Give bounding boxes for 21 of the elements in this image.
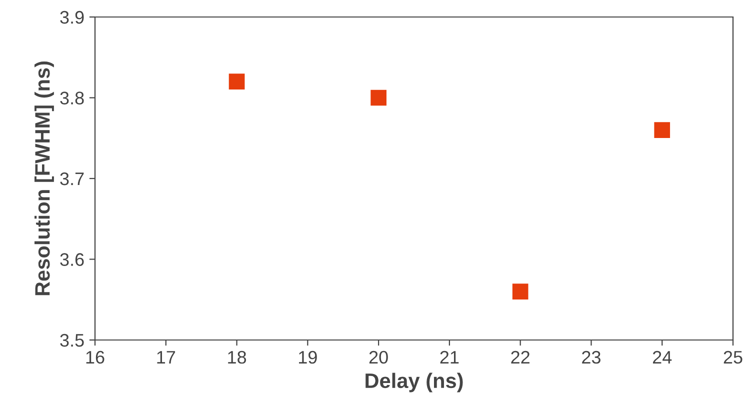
y-tick-label: 3.6 [60, 253, 84, 266]
point [370, 90, 386, 106]
x-tick-label: 20 [369, 350, 388, 364]
x-tick-label: 16 [86, 350, 104, 364]
y-tick-label: 3.9 [60, 10, 84, 24]
x-tick-label: 18 [228, 350, 246, 364]
x-tick-label: 21 [440, 350, 459, 364]
y-tick-label: 3.5 [60, 334, 84, 347]
point [654, 122, 670, 138]
x-axis-title: Delay (ns) [366, 372, 463, 392]
y-tick-label: 3.7 [60, 172, 84, 186]
x-tick-label: 25 [724, 350, 742, 364]
x-tick-label: 24 [652, 350, 672, 364]
x-tick-label: 17 [157, 351, 176, 364]
x-tick-label: 19 [299, 350, 317, 364]
x-tick-label: 23 [582, 350, 600, 364]
x-tick-label: 22 [511, 350, 530, 364]
point [228, 74, 245, 90]
y-axis-title: Resolution [FWHM] (ns) [34, 61, 54, 296]
point [512, 284, 528, 300]
y-tick-label: 3.8 [60, 92, 84, 104]
